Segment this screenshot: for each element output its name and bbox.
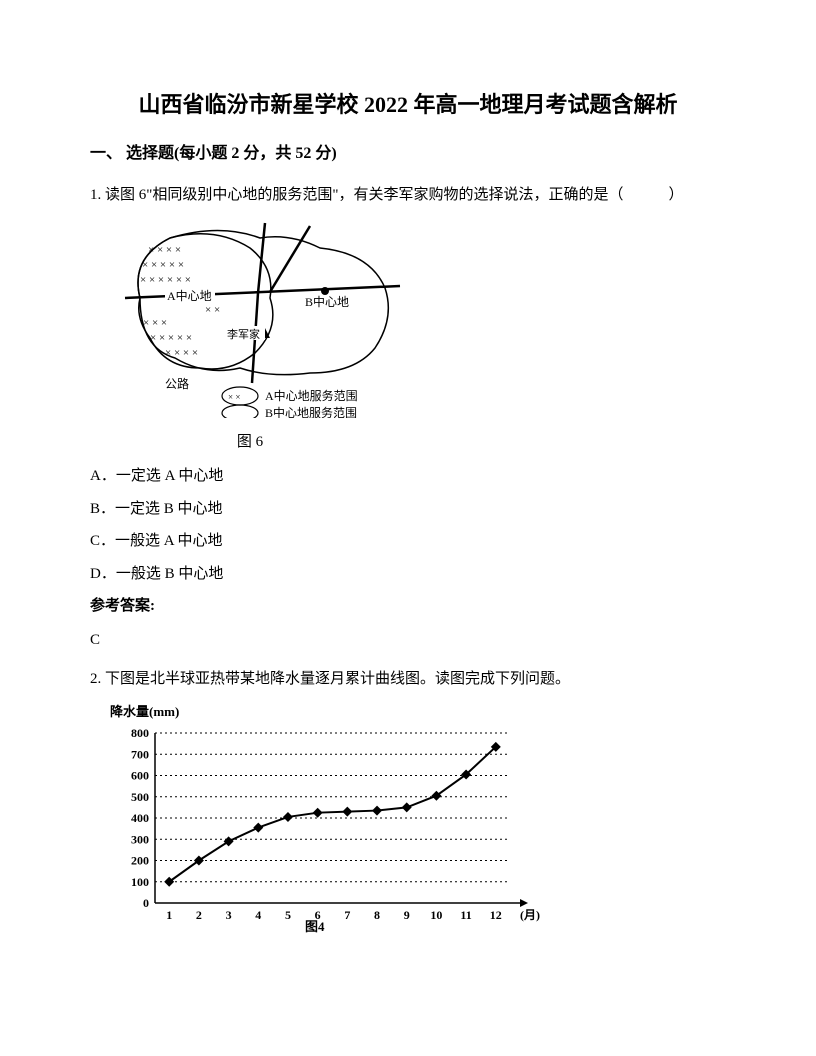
legend-b-shape bbox=[222, 405, 258, 418]
svg-text:300: 300 bbox=[131, 832, 149, 846]
q1-option-b: B．一定选 B 中心地 bbox=[90, 495, 726, 524]
chart-ylabel: 降水量(mm) bbox=[110, 702, 726, 723]
svg-text:× × × × ×: × × × × × bbox=[150, 332, 192, 344]
svg-text:11: 11 bbox=[460, 908, 471, 922]
svg-text:700: 700 bbox=[131, 747, 149, 761]
road-vertical-1 bbox=[252, 223, 265, 383]
center-a-label: A中心地 bbox=[167, 288, 212, 303]
svg-text:4: 4 bbox=[255, 908, 261, 922]
svg-text:500: 500 bbox=[131, 790, 149, 804]
svg-text:× × × × ×: × × × × × bbox=[142, 259, 184, 271]
svg-text:0: 0 bbox=[143, 896, 149, 910]
svg-text:× × ×: × × × bbox=[143, 317, 167, 329]
q1-option-d: D．一般选 B 中心地 bbox=[90, 560, 726, 589]
svg-text:2: 2 bbox=[196, 908, 202, 922]
svg-text:200: 200 bbox=[131, 854, 149, 868]
svg-text:3: 3 bbox=[226, 908, 232, 922]
figure-6-svg: × × × × × × × × × × × × × × × × × × × × … bbox=[110, 218, 410, 418]
legend-a-text: A中心地服务范围 bbox=[265, 388, 358, 403]
road-label: 公路 bbox=[165, 376, 189, 391]
svg-text:10: 10 bbox=[430, 908, 442, 922]
svg-text:5: 5 bbox=[285, 908, 291, 922]
center-b-dot bbox=[321, 287, 329, 295]
svg-text:12: 12 bbox=[490, 908, 502, 922]
road-diagonal bbox=[270, 226, 310, 292]
figure-6-caption: 图 6 bbox=[110, 430, 390, 454]
svg-text:400: 400 bbox=[131, 811, 149, 825]
question-1-text: 1. 读图 6"相同级别中心地的服务范围"，有关李军家购物的选择说法，正确的是（… bbox=[90, 180, 726, 210]
svg-text:× × × × × ×: × × × × × × bbox=[140, 274, 191, 286]
svg-text:× ×: × × bbox=[205, 304, 220, 316]
svg-text:× × × ×: × × × × bbox=[148, 244, 181, 256]
svg-text:8: 8 bbox=[374, 908, 380, 922]
page-title: 山西省临汾市新星学校 2022 年高一地理月考试题含解析 bbox=[90, 90, 726, 121]
question-2-text: 2. 下图是北半球亚热带某地降水量逐月累计曲线图。读图完成下列问题。 bbox=[90, 664, 726, 694]
precipitation-chart: 0100200300400500600700800123456789101112… bbox=[110, 723, 540, 933]
answer-label: 参考答案: bbox=[90, 594, 726, 618]
svg-text:图4: 图4 bbox=[305, 919, 325, 933]
svg-text:9: 9 bbox=[404, 908, 410, 922]
svg-text:100: 100 bbox=[131, 875, 149, 889]
chart-container: 0100200300400500600700800123456789101112… bbox=[110, 723, 726, 941]
q1-answer: C bbox=[90, 628, 726, 652]
center-b-label: B中心地 bbox=[305, 294, 349, 309]
svg-text:800: 800 bbox=[131, 726, 149, 740]
lijunjia-label: 李军家 bbox=[227, 327, 260, 341]
q1-option-c: C．一般选 A 中心地 bbox=[90, 527, 726, 556]
legend-a-x: × × bbox=[228, 392, 240, 402]
legend-b-text: B中心地服务范围 bbox=[265, 405, 357, 418]
q1-option-a: A．一定选 A 中心地 bbox=[90, 462, 726, 491]
svg-text:(月): (月) bbox=[520, 908, 540, 922]
svg-text:× × × ×: × × × × bbox=[165, 347, 198, 359]
svg-text:1: 1 bbox=[166, 908, 172, 922]
figure-6-container: × × × × × × × × × × × × × × × × × × × × … bbox=[110, 218, 726, 454]
svg-text:7: 7 bbox=[344, 908, 350, 922]
svg-text:600: 600 bbox=[131, 769, 149, 783]
section-header: 一、 选择题(每小题 2 分，共 52 分) bbox=[90, 141, 726, 167]
